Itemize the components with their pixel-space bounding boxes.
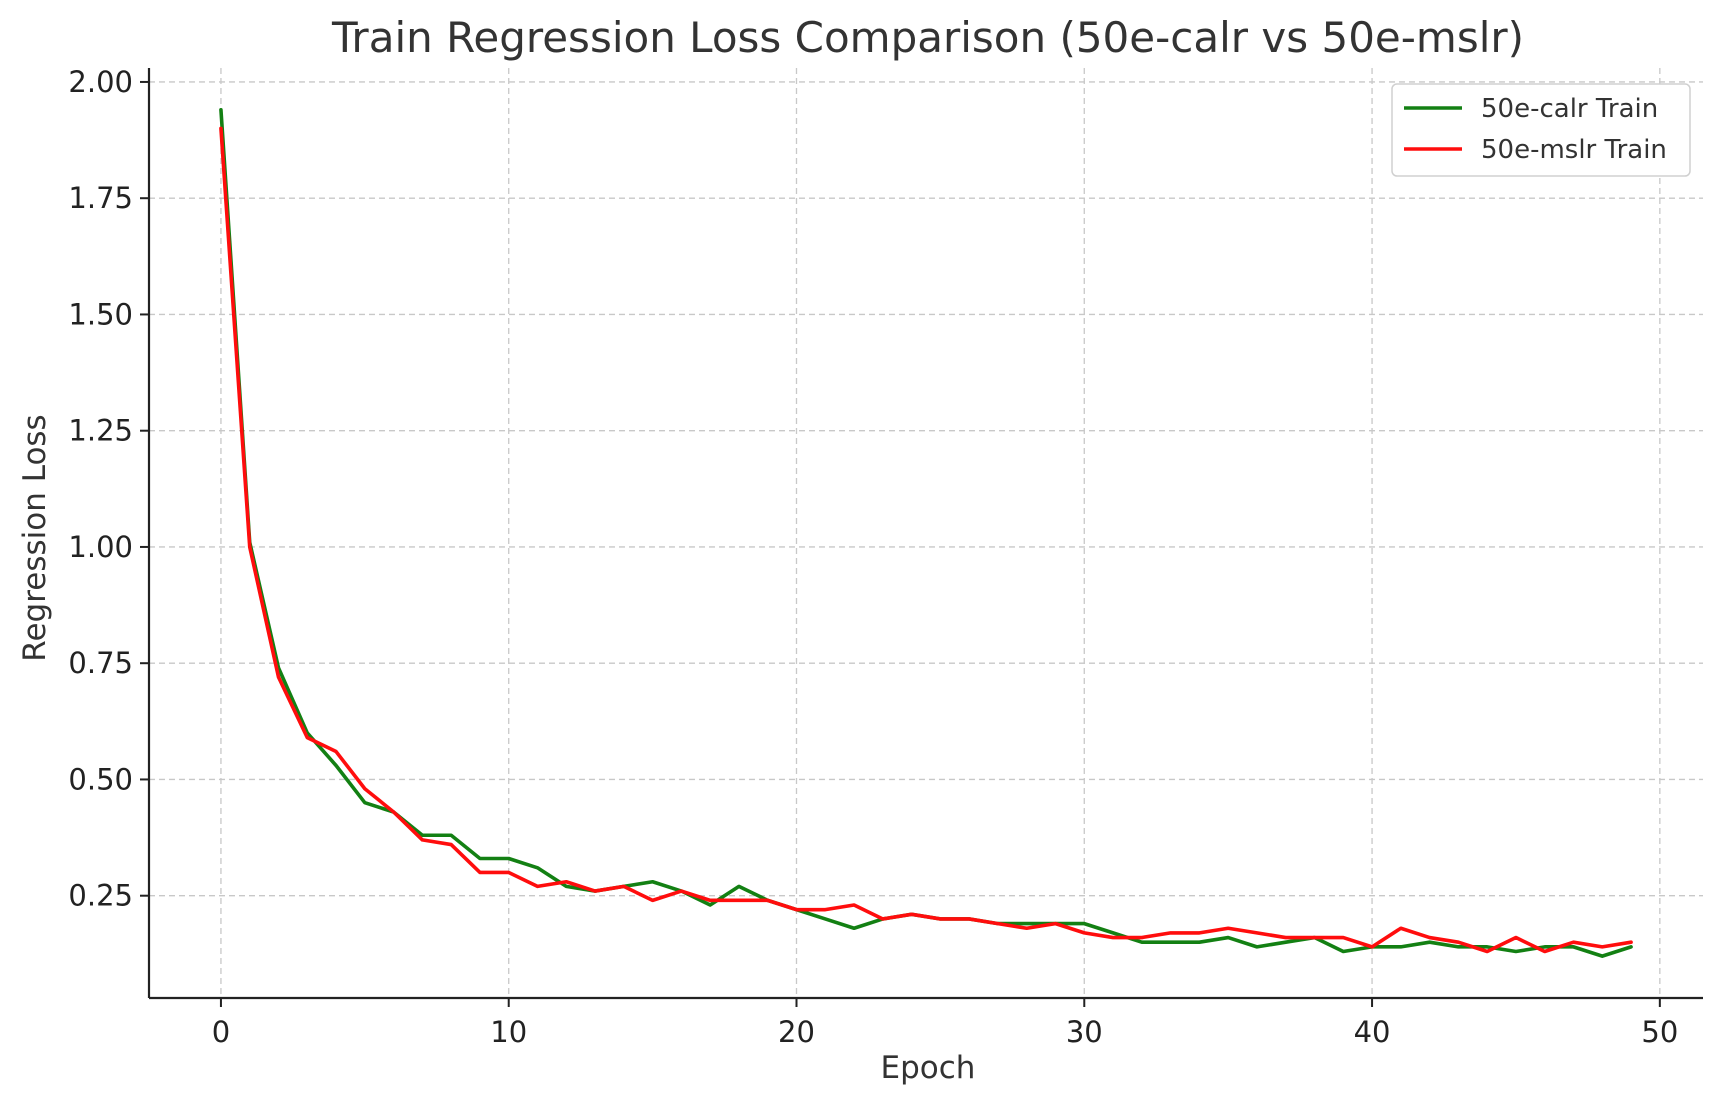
legend-box [1391, 83, 1691, 177]
legend-label-calr: 50e-calr Train [1481, 94, 1658, 124]
y-tick-label: 1.50 [68, 297, 133, 331]
y-tick-label: 0.25 [68, 879, 133, 913]
series-lines [219, 108, 1633, 958]
x-tick-label: 50 [1641, 1015, 1678, 1049]
chart-title: Train Regression Loss Comparison (50e-ca… [331, 13, 1524, 62]
axes [147, 68, 1703, 1000]
x-tick-label: 30 [1066, 1015, 1103, 1049]
y-tick-label: 1.25 [68, 414, 133, 448]
x-tick-label: 40 [1354, 1015, 1391, 1049]
x-tick-label: 10 [490, 1015, 527, 1049]
x-axis-label: Epoch [881, 1050, 976, 1086]
x-tick-label: 0 [212, 1015, 230, 1049]
grid [149, 68, 1703, 998]
legend: 50e-calr Train 50e-mslr Train [1391, 83, 1691, 177]
y-tick-label: 0.50 [68, 762, 133, 796]
ticks: 0 10 20 30 40 50 0.25 0.50 0.75 1.00 1.25 1.50 1.75 2… [68, 65, 1678, 1049]
y-tick-label: 1.00 [68, 530, 133, 564]
y-tick-label: 0.75 [68, 646, 133, 680]
series-line-mslr [219, 126, 1633, 954]
y-tick-label: 1.75 [68, 181, 133, 215]
y-tick-label: 2.00 [68, 65, 133, 99]
series-line-calr [219, 108, 1633, 958]
legend-label-mslr: 50e-mslr Train [1481, 135, 1667, 165]
x-tick-label: 20 [778, 1015, 815, 1049]
y-axis-label: Regression Loss [17, 414, 53, 661]
